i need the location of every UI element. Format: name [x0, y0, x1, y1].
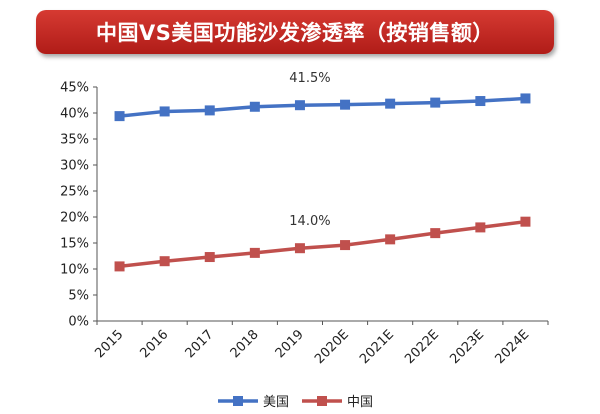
- y-tick-label: 0%: [68, 315, 89, 330]
- data-point-us: [520, 93, 531, 104]
- series-line-us: [119, 96, 526, 118]
- x-tick-label: 2017: [183, 327, 217, 361]
- x-tick-label: 2016: [137, 327, 171, 361]
- y-tick-label: 25%: [60, 185, 89, 200]
- data-point-us: [204, 105, 215, 116]
- chart-title: 中国VS美国功能沙发渗透率（按销售额）: [36, 10, 554, 54]
- data-point-china: [520, 216, 531, 227]
- data-point-china: [475, 222, 486, 233]
- x-tick-label: 2022E: [402, 327, 442, 367]
- y-tick-label: 40%: [60, 107, 89, 122]
- data-point-china: [114, 261, 125, 272]
- data-point-china: [430, 228, 441, 239]
- x-tick-label: 2015: [92, 327, 126, 361]
- data-point-china: [294, 243, 305, 254]
- data-point-us: [385, 98, 396, 109]
- legend-label-china: 中国: [347, 395, 373, 410]
- y-tick-label: 15%: [60, 237, 89, 252]
- x-tick-label: 2018: [228, 327, 262, 361]
- y-tick-label: 5%: [68, 289, 89, 304]
- data-point-china: [249, 247, 260, 258]
- data-point-us: [249, 101, 260, 112]
- x-tick-label: 2021E: [357, 327, 397, 367]
- data-point-china: [385, 234, 396, 245]
- data-point-china: [159, 256, 170, 267]
- data-label: 41.5%: [289, 71, 330, 86]
- legend-marker-china: [317, 396, 327, 406]
- data-point-us: [340, 99, 351, 110]
- y-tick-label: 20%: [60, 211, 89, 226]
- data-point-us: [430, 97, 441, 108]
- y-tick-label: 45%: [60, 81, 89, 96]
- data-point-china: [340, 240, 351, 251]
- legend-label-us: 美国: [263, 395, 289, 410]
- x-tick-label: 2024E: [492, 327, 532, 367]
- data-label: 14.0%: [289, 214, 330, 229]
- y-tick-label: 10%: [60, 263, 89, 278]
- x-tick-label: 2023E: [447, 327, 487, 367]
- data-point-us: [475, 96, 486, 107]
- data-point-us: [114, 111, 125, 122]
- series-line-china: [119, 219, 526, 269]
- x-tick-label: 2019: [273, 327, 307, 361]
- data-point-us: [159, 106, 170, 117]
- y-tick-label: 35%: [60, 133, 89, 148]
- data-point-china: [204, 252, 215, 263]
- x-tick-label: 2020E: [312, 327, 352, 367]
- data-point-us: [294, 100, 305, 111]
- y-tick-label: 30%: [60, 159, 89, 174]
- legend-marker-us: [233, 396, 243, 406]
